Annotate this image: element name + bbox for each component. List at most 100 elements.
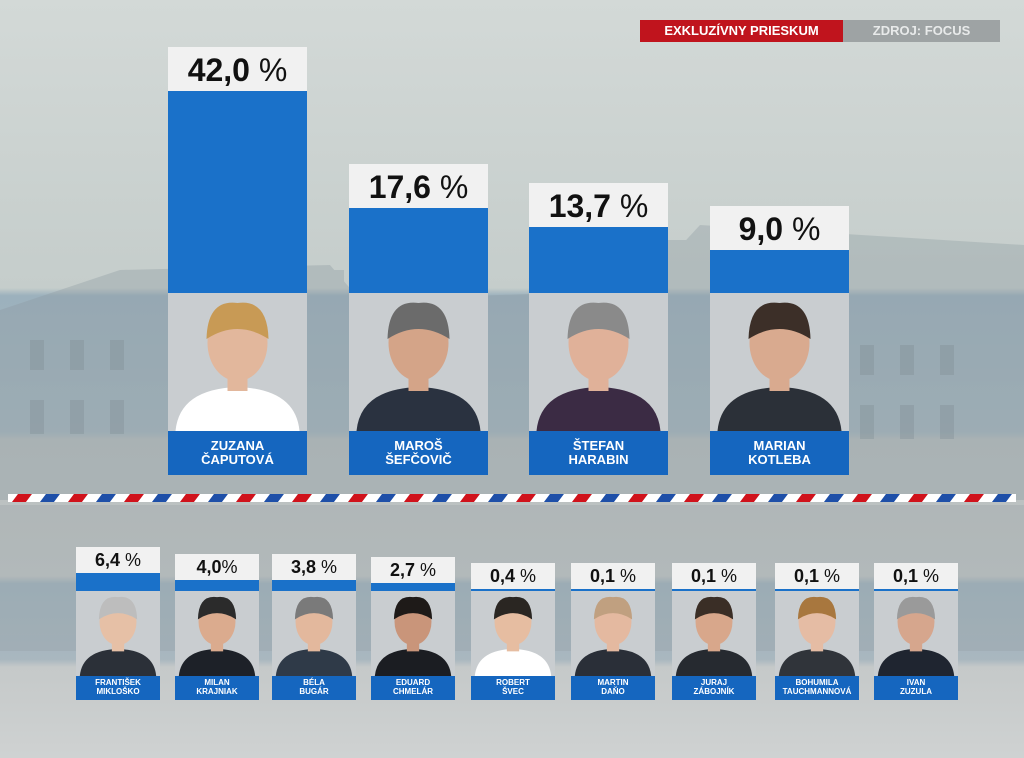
candidate-name: BOHUMILA TAUCHMANNOVÁ [775,676,859,700]
bar-value-label: 0,1 % [874,563,958,589]
candidate-9: 0,4 % ROBERT ŠVEC [471,563,555,700]
percent-unit: % [430,169,469,205]
stripe-segment [1006,494,1016,502]
candidate-first-name: MILAN [204,678,230,688]
stripe-segment [8,494,18,502]
bar [571,589,655,591]
percent-unit: % [415,560,437,580]
stripe-segment [292,494,312,502]
bar [76,573,160,591]
candidate-name: IVAN ZUZULA [874,676,958,700]
candidate-name: MILAN KRAJNIAK [175,676,259,700]
stripe-segment [460,494,480,502]
stripe-segment [894,494,914,502]
candidate-name: ROBERT ŠVEC [471,676,555,700]
candidate-photo [76,591,160,676]
candidate-12: 0,1 % BOHUMILA TAUCHMANNOVÁ [775,563,859,700]
bar-value-label: 2,7 % [371,557,455,583]
candidate-photo [710,293,849,431]
stripe-segment [404,494,424,502]
stripe-segment [698,494,718,502]
bar-value-number: 42,0 [187,52,250,88]
stripe-segment [852,494,872,502]
stripe-segment [922,494,942,502]
stripe-segment [712,494,732,502]
stripe-segment [950,494,970,502]
bar [349,208,488,293]
candidate-portrait [76,591,160,676]
stripe-segment [866,494,886,502]
percent-unit: % [615,566,637,586]
bar [710,250,849,293]
bar [471,589,555,591]
bar [272,580,356,591]
candidate-photo [175,591,259,676]
stripe-segment [124,494,144,502]
stripe-segment [978,494,998,502]
stripe-segment [740,494,760,502]
bar-value-number: 0,1 [690,566,716,586]
stripe-segment [96,494,116,502]
candidate-7: 3,8 % BÉLA BUGÁR [272,554,356,700]
candidate-6: 4,0% MILAN KRAJNIAK [175,554,259,700]
percent-unit: % [819,566,841,586]
flag-stripe-divider [8,494,1016,502]
candidate-first-name: EDUARD [395,678,431,688]
stripe-segment [782,494,802,502]
stripe-segment [656,494,676,502]
stripe-segment [306,494,326,502]
candidate-8: 2,7 % EDUARD CHMELÁR [371,557,455,700]
stripe-segment [502,494,522,502]
candidate-photo [874,591,958,676]
stripe-segment [236,494,256,502]
candidate-portrait [272,591,356,676]
candidate-last-name: DAŇO [601,687,625,696]
candidate-name: MARIAN KOTLEBA [710,431,849,475]
candidate-first-name: IVAN [906,678,926,688]
candidate-1: 42,0 % ZUZANA ČAPUTOVÁ [168,47,307,475]
stripe-segment [82,494,102,502]
candidate-2: 17,6 % MAROŠ ŠEFČOVIČ [349,164,488,475]
bar-value-label: 17,6 % [349,164,488,208]
percent-unit: % [221,557,238,577]
bar-value-label: 6,4 % [76,547,160,573]
candidate-portrait [710,293,849,431]
stripe-segment [628,494,648,502]
candidate-portrait [349,293,488,431]
bar-value-label: 42,0 % [168,47,307,91]
exclusive-poll-badge: EXKLUZÍVNY PRIESKUM [640,20,843,42]
candidate-name: EDUARD CHMELÁR [371,676,455,700]
candidate-photo [571,591,655,676]
bar-value-number: 4,0 [196,557,222,577]
stripe-segment [222,494,242,502]
stripe-segment [418,494,438,502]
stripe-segment [320,494,340,502]
stripe-segment [572,494,592,502]
candidate-first-name: ZUZANA [210,437,265,453]
stripe-segment [208,494,228,502]
stripe-segment [390,494,410,502]
stripe-segment [600,494,620,502]
stripe-segment [12,494,32,502]
bar-value-label: 0,4 % [471,563,555,589]
percent-unit: % [249,52,288,88]
stripe-segment [530,494,550,502]
bar-value-label: 4,0% [175,554,259,580]
stripe-segment [614,494,634,502]
stripe-segment [54,494,74,502]
percent-unit: % [716,566,738,586]
candidate-photo [775,591,859,676]
candidate-4: 9,0 % MARIAN KOTLEBA [710,206,849,475]
bar-value-label: 9,0 % [710,206,849,250]
bar-value-number: 6,4 [94,550,120,570]
stripe-segment [586,494,606,502]
candidate-photo [672,591,756,676]
bar [175,580,259,591]
candidate-name: ZUZANA ČAPUTOVÁ [168,431,307,475]
candidate-last-name: HARABIN [568,452,629,467]
stripe-segment [558,494,578,502]
bar [874,589,958,591]
candidate-name: BÉLA BUGÁR [272,676,356,700]
stripe-segment [670,494,690,502]
stripe-segment [964,494,984,502]
